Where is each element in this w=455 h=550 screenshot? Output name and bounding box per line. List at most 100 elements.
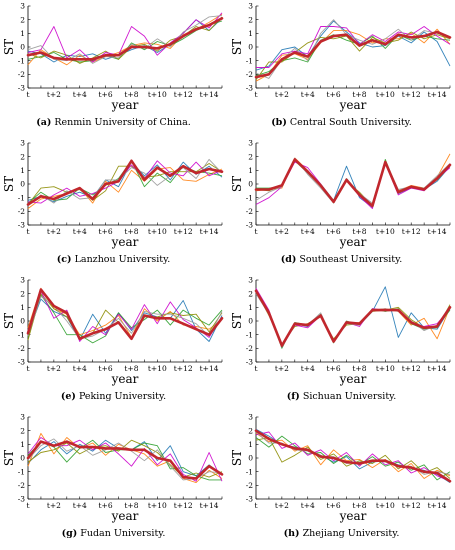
caption-label: (a): [36, 117, 52, 128]
series-group: [27, 158, 223, 209]
x-tick-label: t+2: [47, 227, 61, 236]
series-group: [27, 287, 223, 344]
x-tick-label: t+12: [402, 90, 421, 99]
y-tick-label: -3: [246, 358, 254, 367]
series-line: [27, 439, 223, 478]
y-tick-label: 0: [20, 43, 25, 52]
series-line: [255, 19, 451, 79]
axes: -3 -2 -1 0 1 2 3 t t+2 t+4 t+6 t+8 t+10 t+12 t+14 year S…: [230, 413, 451, 523]
x-axis-title: year: [339, 235, 367, 249]
x-axis-title: year: [111, 98, 139, 112]
axes: -3 -2 -1 0 1 2 3 t t+2 t+4 t+6 t+8 t+10 t+12 t+14 year S…: [2, 2, 223, 112]
x-tick-label: t: [254, 90, 257, 99]
y-tick-label: 1: [20, 166, 25, 175]
x-tick-label: t+2: [47, 501, 61, 510]
y-tick-label: 2: [248, 15, 253, 24]
y-tick-label: 2: [20, 426, 25, 435]
mean-line: [254, 30, 452, 79]
y-tick-label: -1: [246, 330, 253, 339]
x-tick-label: t: [26, 501, 29, 510]
axes: -3 -2 -1 0 1 2 3 t t+2 t+4 t+6 t+8 t+10 t+12 t+14 year S…: [230, 276, 451, 386]
y-tick-label: -2: [246, 70, 254, 79]
x-tick-label: t+12: [402, 501, 421, 510]
x-tick-label: t+2: [275, 501, 289, 510]
mean-line: [254, 429, 452, 483]
x-tick-label: t+14: [200, 364, 219, 373]
y-tick-label: 1: [248, 440, 253, 449]
y-tick-label: -1: [246, 467, 253, 476]
chart-panel: -3 -2 -1 0 1 2 3 t t+2 t+4 t+6 t+8 t+10 t+12 t+14 year S…: [0, 137, 227, 274]
x-tick-label: t+6: [99, 90, 113, 99]
x-tick-label: t+14: [428, 501, 447, 510]
series-line: [255, 431, 451, 482]
x-tick-label: t: [26, 227, 29, 236]
x-tick-label: t+14: [428, 227, 447, 236]
x-tick-label: t+8: [124, 501, 138, 510]
y-tick-label: -1: [18, 56, 25, 65]
x-tick-label: t: [26, 364, 29, 373]
x-tick-label: t+10: [376, 227, 395, 236]
x-tick-label: t+6: [99, 501, 113, 510]
y-axis-title: ST: [2, 450, 16, 466]
chart-caption: (f) Sichuan University.: [228, 391, 455, 403]
series-line: [256, 158, 451, 208]
y-tick-label: -2: [18, 207, 26, 216]
y-tick-label: 0: [248, 454, 253, 463]
x-tick-label: t+8: [352, 364, 366, 373]
y-tick-label: 0: [248, 317, 253, 326]
axes: -3 -2 -1 0 1 2 3 t t+2 t+4 t+6 t+8 t+10 t+12 t+14 year S…: [2, 276, 223, 386]
chart-svg: -3 -2 -1 0 1 2 3 t t+2 t+4 t+6 t+8 t+10 t+12 t+14 year S…: [230, 139, 452, 249]
x-tick-label: t+14: [200, 90, 219, 99]
mean-line: [26, 440, 224, 480]
x-tick-label: t: [254, 227, 257, 236]
caption-label: (h): [283, 528, 300, 539]
series-line: [27, 438, 223, 481]
x-tick-label: t+8: [352, 227, 366, 236]
mean-line: [254, 289, 452, 347]
series-line: [255, 290, 451, 345]
axes: -3 -2 -1 0 1 2 3 t t+2 t+4 t+6 t+8 t+10 t+12 t+14 year S…: [230, 2, 451, 112]
x-axis-title: year: [111, 509, 139, 523]
y-tick-label: 1: [248, 29, 253, 38]
y-tick-label: -1: [246, 56, 253, 65]
chart-panel: -3 -2 -1 0 1 2 3 t t+2 t+4 t+6 t+8 t+10 t+12 t+14 year S…: [228, 137, 455, 274]
caption-label: (b): [271, 117, 287, 128]
caption-text: Fudan University.: [80, 528, 166, 539]
x-tick-label: t+10: [148, 90, 167, 99]
y-tick-label: -1: [18, 330, 25, 339]
y-tick-label: 0: [20, 317, 25, 326]
chart-panel: -3 -2 -1 0 1 2 3 t t+2 t+4 t+6 t+8 t+10 t+12 t+14 year S…: [228, 274, 455, 411]
y-tick-label: 3: [248, 139, 253, 148]
x-tick-label: t+6: [327, 364, 341, 373]
chart-caption: (a) Renmin University of China.: [0, 117, 227, 129]
chart-svg: -3 -2 -1 0 1 2 3 t t+2 t+4 t+6 t+8 t+10 t+12 t+14 year S…: [2, 2, 224, 112]
x-tick-label: t+12: [174, 227, 193, 236]
x-tick-label: t+4: [301, 501, 315, 510]
y-tick-label: 0: [248, 43, 253, 52]
y-tick-label: 2: [248, 426, 253, 435]
y-tick-label: 0: [248, 180, 253, 189]
y-tick-label: -3: [18, 358, 26, 367]
y-tick-label: 0: [20, 454, 25, 463]
x-axis-title: year: [339, 372, 367, 386]
chart-caption: (d) Southeast University.: [228, 254, 455, 266]
x-tick-label: t+2: [275, 90, 289, 99]
chart-caption: (c) Lanzhou University.: [0, 254, 227, 266]
y-tick-label: -1: [18, 193, 25, 202]
x-axis-title: year: [111, 235, 139, 249]
y-tick-label: -3: [246, 221, 254, 230]
x-tick-label: t+8: [124, 90, 138, 99]
y-tick-label: -1: [18, 467, 25, 476]
chart-svg: -3 -2 -1 0 1 2 3 t t+2 t+4 t+6 t+8 t+10 t+12 t+14 year S…: [2, 139, 224, 249]
x-axis-title: year: [111, 372, 139, 386]
y-tick-label: 3: [20, 2, 25, 11]
axes: -3 -2 -1 0 1 2 3 t t+2 t+4 t+6 t+8 t+10 t+12 t+14 year S…: [2, 413, 223, 523]
x-tick-label: t+14: [428, 90, 447, 99]
caption-label: (c): [56, 254, 72, 265]
x-tick-label: t: [26, 90, 29, 99]
y-tick-label: -3: [18, 495, 26, 504]
chart-panel: -3 -2 -1 0 1 2 3 t t+2 t+4 t+6 t+8 t+10 t+12 t+14 year S…: [0, 0, 227, 137]
chart-caption: (e) Peking University.: [0, 391, 227, 403]
chart-svg: -3 -2 -1 0 1 2 3 t t+2 t+4 t+6 t+8 t+10 t+12 t+14 year S…: [230, 276, 452, 386]
x-tick-label: t+4: [73, 90, 87, 99]
